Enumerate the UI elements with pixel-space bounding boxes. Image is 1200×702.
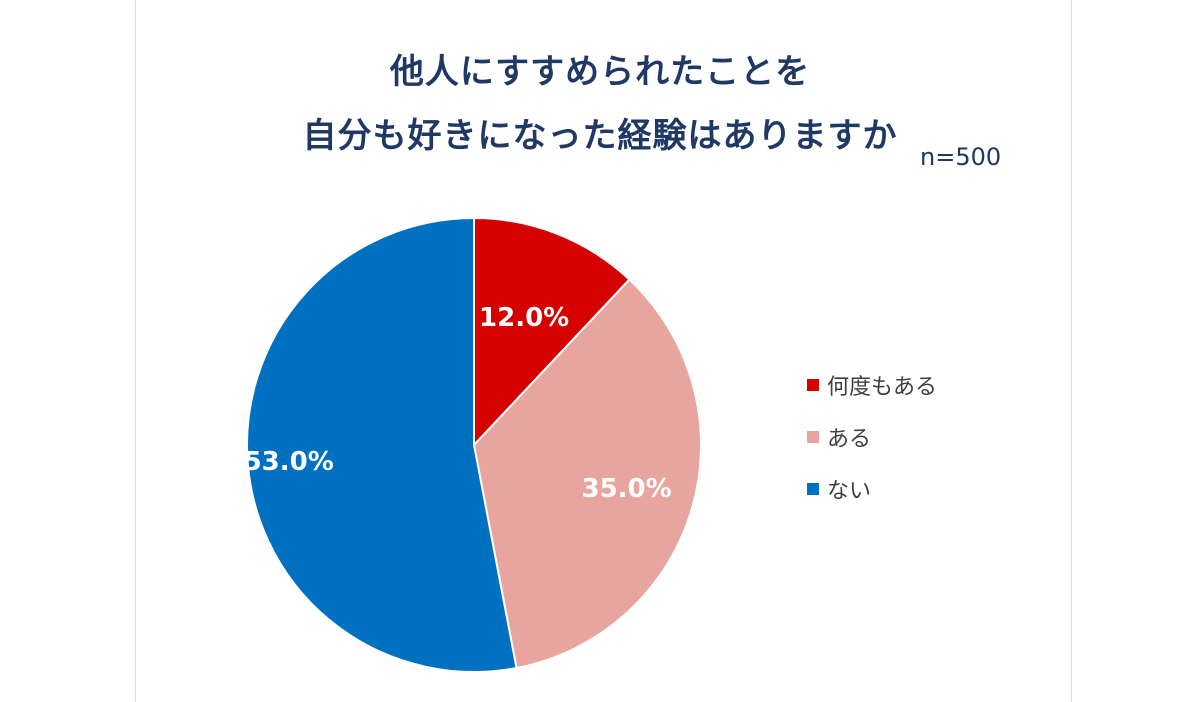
legend-item-no: ない: [807, 472, 937, 506]
legend-item-many-times: 何度もある: [807, 368, 937, 402]
pie-slice-no: [246, 216, 518, 673]
legend-swatch-yes: [807, 431, 819, 443]
chart-title-line-1: 他人にすすめられたことを: [389, 52, 811, 92]
legend: 何度もある ある ない: [807, 368, 937, 524]
chart-title-line-2: 自分も好きになった経験はありますか: [302, 116, 898, 156]
sample-size-note: n=500: [920, 143, 1002, 171]
legend-swatch-no: [807, 483, 819, 495]
data-label-many-times: 12.0%: [479, 303, 569, 333]
legend-label-no: ない: [827, 479, 872, 504]
pie-slice-yes: [472, 278, 702, 670]
pie-slice-many-times: [473, 216, 631, 448]
legend-swatch-many-times: [807, 379, 819, 391]
chart-frame: [135, 0, 1072, 702]
data-label-no: 53.0%: [244, 447, 334, 477]
legend-label-yes: ある: [827, 427, 872, 452]
legend-label-many-times: 何度もある: [827, 375, 938, 400]
legend-item-yes: ある: [807, 420, 937, 454]
data-label-yes: 35.0%: [581, 474, 671, 504]
